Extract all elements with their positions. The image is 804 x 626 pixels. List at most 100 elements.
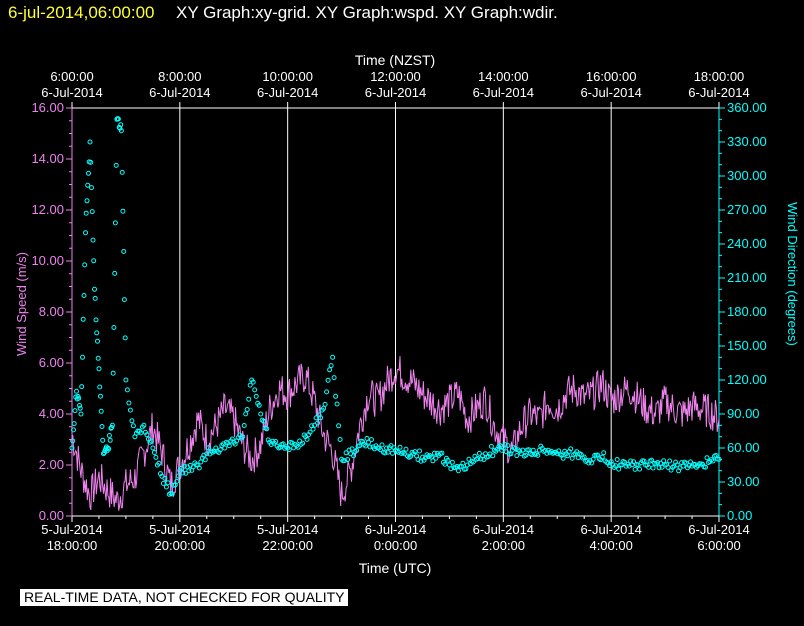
wdir-point-interp bbox=[85, 182, 91, 188]
wdir-point-interp bbox=[343, 450, 349, 456]
wdir-point-interp bbox=[378, 447, 383, 453]
wdir-point bbox=[141, 422, 147, 428]
axis-ticks: 5-Jul-201418:00:005-Jul-201420:00:005-Ju… bbox=[31, 69, 766, 553]
wdir-point-interp bbox=[264, 426, 270, 432]
wdir-point-interp bbox=[243, 411, 249, 417]
wdir-point-interp bbox=[81, 293, 87, 298]
wdir-point-interp bbox=[99, 424, 105, 429]
wdir-point-interp bbox=[162, 475, 168, 481]
wdir-point-interp bbox=[417, 448, 422, 454]
wdir-point-interp bbox=[241, 423, 247, 428]
wdir-point-interp bbox=[307, 429, 313, 435]
wdir-point bbox=[240, 434, 246, 440]
wdir-point-interp bbox=[470, 459, 476, 465]
wdir-point-interp bbox=[337, 437, 343, 442]
wdir-point-interp bbox=[514, 453, 520, 459]
y-right-tick-label: 270.00 bbox=[727, 202, 767, 217]
wdir-point-interp bbox=[535, 452, 541, 458]
wdir-point-interp bbox=[86, 170, 91, 176]
wdir-point-interp bbox=[322, 401, 328, 407]
x-bottom-tick-time: 2:00:00 bbox=[482, 538, 525, 553]
wdir-point-interp bbox=[112, 270, 118, 276]
bottom-axis-label: Time (UTC) bbox=[359, 560, 432, 576]
wdir-point-interp bbox=[91, 258, 97, 264]
wdir-point-interp bbox=[202, 457, 208, 463]
x-top-tick-time: 8:00:00 bbox=[158, 69, 201, 84]
wdir-point-interp bbox=[83, 210, 89, 216]
wdir-point-interp bbox=[122, 335, 128, 341]
x-bottom-tick-date: 5-Jul-2014 bbox=[149, 522, 210, 537]
series-wspd bbox=[71, 356, 720, 511]
x-top-tick-date: 6-Jul-2014 bbox=[257, 85, 318, 100]
wdir-point-interp bbox=[315, 420, 321, 426]
wdir-point-interp bbox=[252, 387, 258, 393]
x-top-tick-date: 6-Jul-2014 bbox=[365, 85, 426, 100]
wdir-point-interp bbox=[449, 459, 455, 465]
wdir-point-interp bbox=[121, 249, 127, 254]
y-right-tick-label: 0.00 bbox=[727, 508, 752, 523]
top-axis-label: Time (NZST) bbox=[355, 52, 435, 68]
wdir-point-interp bbox=[196, 465, 202, 471]
wdir-point-interp bbox=[72, 408, 78, 414]
wdir-point-interp bbox=[217, 447, 223, 453]
x-bottom-tick-time: 0:00:00 bbox=[374, 538, 417, 553]
wdir-point-interp bbox=[88, 159, 94, 165]
wdir-point bbox=[204, 451, 210, 457]
x-bottom-tick-date: 5-Jul-2014 bbox=[257, 522, 318, 537]
wdir-point-interp bbox=[95, 338, 100, 344]
wdir-point bbox=[330, 354, 336, 360]
wdir-point bbox=[74, 388, 79, 394]
wdir-point-interp bbox=[89, 209, 95, 215]
wdir-point-interp bbox=[304, 436, 310, 442]
wdir-point-interp bbox=[704, 455, 710, 461]
wdir-point-interp bbox=[324, 389, 330, 395]
x-bottom-tick-date: 6-Jul-2014 bbox=[580, 522, 641, 537]
left-axis-label: Wind Speed (m/s) bbox=[14, 252, 29, 356]
x-top-tick-date: 6-Jul-2014 bbox=[41, 85, 102, 100]
wdir-point-interp bbox=[454, 464, 460, 469]
wdir-point-interp bbox=[331, 375, 337, 381]
x-bottom-tick-time: 6:00:00 bbox=[697, 538, 740, 553]
x-bottom-tick-time: 22:00:00 bbox=[262, 538, 313, 553]
wdir-point-interp bbox=[97, 384, 103, 390]
wdir-point-interp bbox=[650, 465, 656, 471]
y-right-tick-label: 360.00 bbox=[727, 100, 767, 115]
x-bottom-tick-time: 20:00:00 bbox=[155, 538, 206, 553]
wdir-point-interp bbox=[289, 440, 295, 446]
wdir-point-interp bbox=[80, 354, 85, 360]
y-left-tick-label: 16.00 bbox=[31, 100, 64, 115]
y-right-tick-label: 180.00 bbox=[727, 304, 767, 319]
wdir-point-interp bbox=[84, 198, 90, 204]
y-left-tick-label: 6.00 bbox=[39, 355, 64, 370]
wdir-point-interp bbox=[382, 450, 388, 456]
wdir-point-interp bbox=[364, 435, 370, 441]
x-top-tick-date: 6-Jul-2014 bbox=[149, 85, 210, 100]
series-wdir bbox=[69, 116, 722, 497]
wdir-point-interp bbox=[656, 465, 662, 471]
wdir-point-interp bbox=[641, 458, 647, 464]
wdir-point-interp bbox=[418, 458, 424, 464]
wdir-point-interp bbox=[445, 457, 451, 463]
x-top-tick-time: 12:00:00 bbox=[370, 69, 421, 84]
wdir-point-interp bbox=[90, 237, 96, 243]
wdir-point-interp bbox=[106, 446, 112, 452]
wdir-point-interp bbox=[169, 491, 175, 497]
wdir-point-interp bbox=[313, 415, 319, 421]
x-top-tick-time: 10:00:00 bbox=[262, 69, 313, 84]
wdir-point-interp bbox=[163, 484, 169, 490]
wdir-point-interp bbox=[448, 466, 454, 472]
wdir-point-interp bbox=[369, 437, 374, 443]
wdir-point-interp bbox=[710, 458, 716, 464]
wdir-point-interp bbox=[568, 446, 574, 452]
y-right-tick-label: 240.00 bbox=[727, 236, 767, 251]
wdir-point bbox=[87, 139, 93, 145]
wdir-point bbox=[123, 377, 129, 383]
wdir-point bbox=[105, 445, 111, 451]
wdir-point-interp bbox=[354, 448, 360, 453]
wdir-point bbox=[118, 128, 124, 134]
wdir-point-interp bbox=[631, 459, 637, 465]
wdir-point-interp bbox=[180, 470, 186, 476]
wdir-point-interp bbox=[688, 459, 693, 465]
wdir-point-interp bbox=[100, 437, 106, 443]
